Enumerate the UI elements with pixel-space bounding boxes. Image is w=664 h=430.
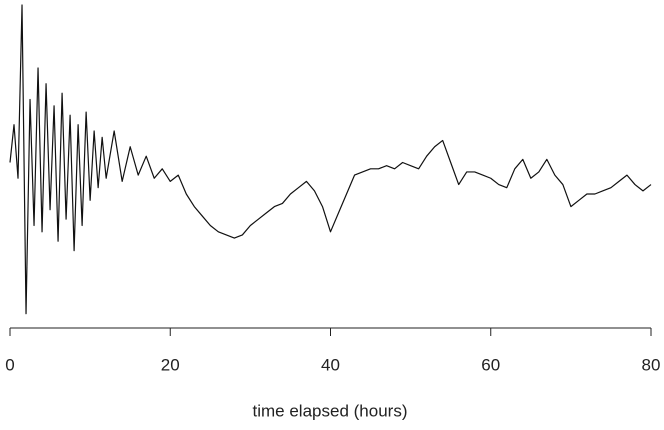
x-tick-label: 0 <box>5 355 14 374</box>
x-tick-label: 20 <box>161 355 180 374</box>
x-tick-label: 80 <box>642 355 661 374</box>
data-line <box>9 4 652 315</box>
x-tick-label: 40 <box>321 355 340 374</box>
x-tick-label: 60 <box>481 355 500 374</box>
x-axis-title: time elapsed (hours) <box>253 401 408 420</box>
